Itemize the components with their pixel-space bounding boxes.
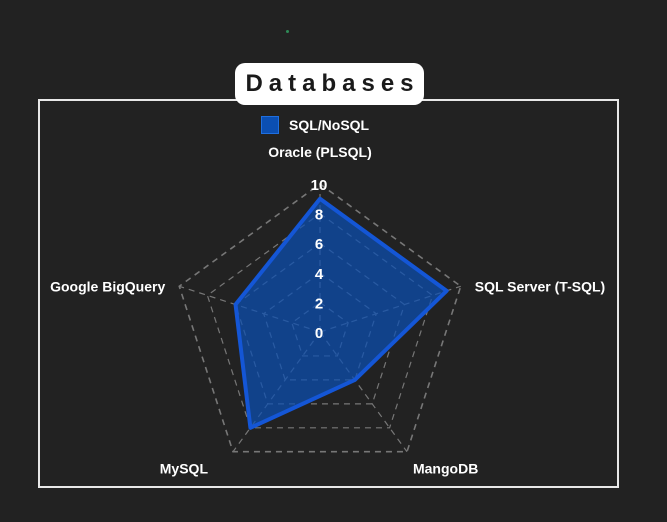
tick-label-10: 10	[311, 177, 328, 194]
decorative-dot	[286, 30, 289, 33]
axis-label-3: MySQL	[160, 461, 209, 477]
grid-ring-10	[178, 183, 462, 453]
radar-series	[233, 196, 449, 430]
radar-ticks: 0 2 4 6 8 10	[311, 177, 328, 342]
tick-label-2: 2	[315, 295, 323, 312]
tick-label-6: 6	[315, 236, 323, 253]
tick-label-0: 0	[315, 325, 323, 342]
axis-label-2: MangoDB	[413, 461, 478, 477]
legend-label-sql-nosql: SQL/NoSQL	[289, 117, 370, 133]
tick-label-8: 8	[315, 207, 323, 224]
chart-title: Databases	[235, 63, 424, 105]
legend-swatch-sql-nosql	[261, 116, 279, 134]
chart-legend[interactable]: SQL/NoSQL	[261, 116, 369, 134]
series-area-0	[233, 196, 449, 430]
axis-label-1: SQL Server (T-SQL)	[475, 278, 605, 294]
axis-label-4: Google BigQuery	[50, 278, 165, 294]
axis-label-0: Oracle (PLSQL)	[268, 144, 371, 160]
radar-axis-labels: Oracle (PLSQL) SQL Server (T-SQL) MangoDB M…	[50, 144, 605, 477]
tick-label-4: 4	[315, 266, 324, 283]
